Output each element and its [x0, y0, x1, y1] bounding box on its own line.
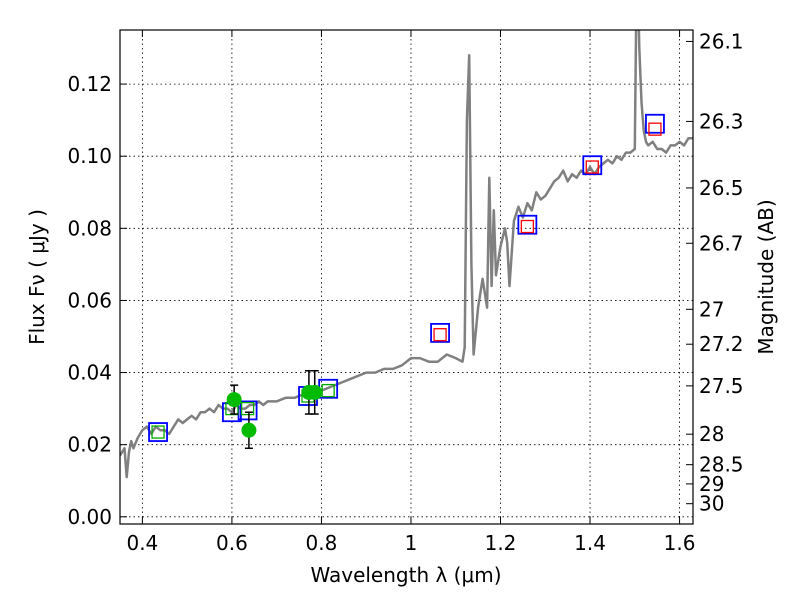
y2-tick-label: 26.1 [699, 29, 744, 53]
y2-tick-label: 28.5 [699, 453, 744, 477]
photometry-point [226, 392, 242, 408]
y-tick-label: 0.06 [67, 288, 112, 312]
observed-flux-square [517, 214, 538, 235]
x-axis-label: Wavelength λ (μm) [310, 563, 501, 587]
y-axis-label: Flux Fν ( μJy ) [25, 209, 49, 345]
y-tick-label: 0.00 [67, 505, 112, 529]
x-tick-label: 0.4 [126, 531, 158, 555]
x-tick-label: 0.6 [216, 531, 248, 555]
observed-flux-square [430, 322, 450, 343]
model-flux-marker [240, 401, 255, 416]
y-tick-label: 0.04 [67, 361, 112, 385]
y-tick-label: 0.10 [67, 144, 112, 168]
model-flux-marker [648, 122, 662, 136]
plot-area [120, 30, 693, 524]
plot-frame [119, 29, 694, 525]
y-tick-label: 0.02 [67, 433, 112, 457]
y2-tick-label: 28 [699, 422, 724, 446]
y2-tick-label: 30 [699, 492, 724, 516]
model-spectrum-line [120, 30, 693, 479]
x-tick-label: 1.4 [574, 531, 606, 555]
y2-axis-label: Magnitude (AB) [754, 199, 778, 354]
y2-tick-label: 26.3 [699, 109, 744, 133]
model-flux-marker [520, 219, 535, 234]
x-tick-label: 1.6 [664, 531, 696, 555]
y2-tick-label: 27 [699, 297, 724, 321]
x-tick-label: 0.8 [306, 531, 338, 555]
y2-tick-label: 27.5 [699, 374, 744, 398]
observed-flux-square [645, 113, 665, 134]
model-flux-marker [321, 383, 335, 398]
x-tick-label: 1.2 [485, 531, 517, 555]
x-tick-label: 1 [405, 531, 418, 555]
y-tick-label: 0.12 [67, 72, 112, 96]
photometry-point [307, 384, 323, 400]
spectrum-line-layer [120, 30, 693, 479]
observed-flux-square [582, 155, 603, 176]
y2-tick-label: 26.7 [699, 231, 744, 255]
ticks: 0.4 0.6 0.8 1 1.2 1.4 1.6 0.00 0.02 0.04 0.06 0.08 0… [67, 29, 743, 555]
y2-tick-label: 26.5 [699, 176, 744, 200]
markers-layer [148, 113, 665, 450]
model-flux-marker [151, 425, 165, 439]
model-flux-marker [433, 328, 447, 342]
y2-tick-label: 27.2 [699, 332, 744, 356]
photometry-point [241, 422, 257, 438]
y2-tick-label: 29 [699, 472, 724, 496]
observed-flux-square [237, 400, 258, 421]
observed-flux-square [148, 422, 168, 442]
y-tick-label: 0.08 [67, 216, 112, 240]
model-flux-marker [585, 160, 599, 174]
